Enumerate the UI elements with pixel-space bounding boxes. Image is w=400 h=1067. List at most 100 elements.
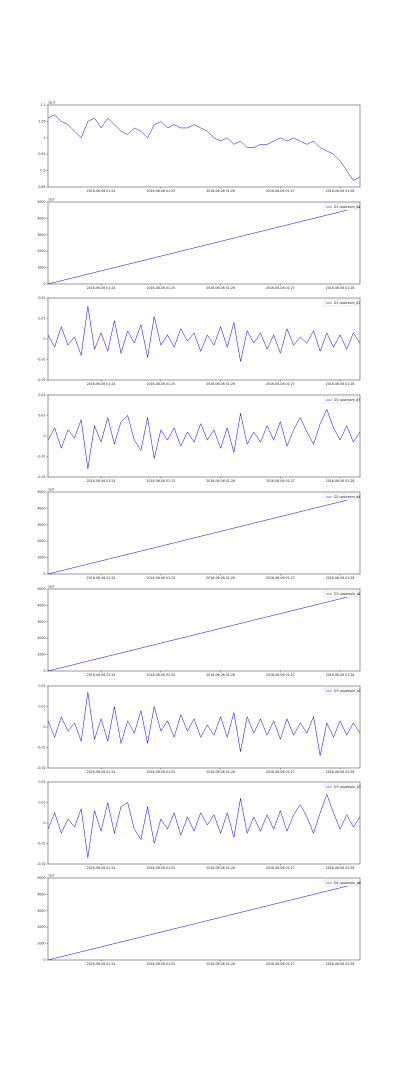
y-tick-label: 0.01	[38, 705, 45, 709]
x-tick-label: 2016-06-06 01:24	[87, 576, 116, 580]
x-tick-label: 2016-06-06 01:26	[206, 286, 235, 290]
x-tick-label: 2016-06-06 01:25	[146, 576, 175, 580]
y-tick-label: 5000	[37, 490, 45, 494]
x-tick-label: 2016-06-06 01:24	[87, 479, 116, 483]
series-line	[47, 882, 361, 961]
x-tick-label: 2016-06-06 01:25	[146, 382, 175, 386]
x-tick-label: 2016-06-06 01:24	[87, 286, 116, 290]
x-tick-label: 2016-06-06 01:25	[146, 962, 175, 966]
x-tick-label: 2016-06-06 01:25	[146, 286, 175, 290]
y-tick-label: 1.05	[38, 119, 45, 123]
x-tick-label: 2016-06-06 01:28	[326, 479, 355, 483]
legend-box	[323, 396, 359, 404]
x-tick-label: 2016-06-06 01:27	[266, 479, 295, 483]
y-tick-label: 0	[43, 282, 45, 286]
x-tick-label: 2016-06-06 01:26	[206, 962, 235, 966]
y-tick-label: 0.9	[40, 169, 45, 173]
legend-label: D1 upstream_d1	[334, 205, 360, 209]
y-tick-label: 2000	[37, 539, 45, 543]
y-tick-label: 3000	[37, 620, 45, 624]
series-line	[47, 206, 361, 285]
legend-label: D1 upstream_d2	[334, 301, 360, 305]
y-tick-label: -0.01	[37, 358, 45, 362]
y-tick-label: -0.02	[37, 378, 45, 382]
legend-label: D4 upsample_d4	[334, 881, 361, 885]
plot-frame	[47, 201, 361, 285]
legend-box	[323, 203, 359, 211]
y-tick-label: 1000	[37, 266, 45, 270]
y-tick-label: 0	[43, 337, 45, 341]
y-tick-label: 3000	[37, 523, 45, 527]
legend-box	[323, 783, 359, 791]
x-tick-label: 2016-06-06 01:24	[87, 962, 116, 966]
series-line	[47, 306, 361, 362]
offset-text: 1e3	[48, 488, 54, 492]
x-tick-label: 2016-06-06 01:24	[87, 770, 116, 774]
y-tick-label: 0.85	[38, 185, 45, 189]
x-tick-label: 2016-06-06 01:24	[87, 382, 116, 386]
x-tick-label: 2016-06-06 01:28	[326, 286, 355, 290]
y-tick-label: 0	[43, 572, 45, 576]
series-line	[47, 593, 361, 672]
legend-box	[323, 879, 359, 887]
legend-box	[323, 590, 359, 598]
plot-frame	[47, 685, 361, 769]
y-tick-label: -0.01	[37, 455, 45, 459]
x-tick-label: 2016-06-06 01:27	[266, 382, 295, 386]
y-tick-label: 0	[43, 434, 45, 438]
legend-label: D3 upsample_d2	[334, 689, 361, 693]
x-tick-label: 2016-06-06 01:27	[266, 866, 295, 870]
x-tick-label: 2016-06-06 01:28	[326, 576, 355, 580]
y-tick-label: 0.01	[38, 801, 45, 805]
y-tick-label: 2000	[37, 636, 45, 640]
x-tick-label: 2016-06-06 01:25	[146, 866, 175, 870]
plot-frame	[47, 104, 361, 188]
y-tick-label: 2000	[37, 249, 45, 253]
x-tick-label: 2016-06-06 01:27	[266, 770, 295, 774]
x-tick-label: 2016-06-06 01:28	[326, 382, 355, 386]
y-tick-label: -0.01	[37, 842, 45, 846]
x-tick-label: 2016-06-06 01:26	[206, 673, 235, 677]
y-tick-label: 0.02	[38, 393, 45, 397]
plot-frame	[47, 781, 361, 865]
x-tick-label: 2016-06-06 01:24	[87, 866, 116, 870]
y-tick-label: 5000	[37, 587, 45, 591]
series-line	[47, 793, 361, 858]
legend-label: D3 upsample_d1	[334, 592, 361, 596]
y-tick-label: 0	[43, 821, 45, 825]
x-tick-label: 2016-06-06 01:24	[87, 189, 116, 193]
offset-text: 1e3	[48, 874, 54, 878]
x-tick-label: 2016-06-06 01:27	[266, 673, 295, 677]
y-tick-label: -0.02	[37, 475, 45, 479]
offset-text: 1e3	[48, 585, 54, 589]
y-tick-label: 1.1	[40, 103, 45, 107]
x-tick-label: 2016-06-06 01:27	[266, 576, 295, 580]
x-tick-label: 2016-06-06 01:28	[326, 673, 355, 677]
series-line	[47, 114, 361, 181]
plot-frame	[47, 491, 361, 575]
legend-label: D3 upsample_d3	[334, 785, 361, 789]
y-tick-label: 3000	[37, 909, 45, 913]
y-tick-label: 4000	[37, 892, 45, 896]
x-tick-label: 2016-06-06 01:28	[326, 770, 355, 774]
y-tick-label: 0.02	[38, 296, 45, 300]
x-tick-label: 2016-06-06 01:26	[206, 770, 235, 774]
plot-frame	[47, 588, 361, 672]
offset-text: 1e-3	[48, 101, 55, 105]
y-tick-label: 3000	[37, 233, 45, 237]
x-tick-label: 2016-06-06 01:25	[146, 770, 175, 774]
x-tick-label: 2016-06-06 01:26	[206, 382, 235, 386]
series-line	[47, 692, 361, 756]
x-tick-label: 2016-06-06 01:24	[87, 673, 116, 677]
plot-frame	[47, 877, 361, 961]
y-tick-label: 0.95	[38, 152, 45, 156]
y-tick-label: 4000	[37, 603, 45, 607]
x-tick-label: 2016-06-06 01:28	[326, 962, 355, 966]
y-tick-label: 1000	[37, 942, 45, 946]
y-tick-label: 0	[43, 725, 45, 729]
y-tick-label: -0.02	[37, 766, 45, 770]
y-tick-label: -0.01	[37, 746, 45, 750]
x-tick-label: 2016-06-06 01:25	[146, 189, 175, 193]
x-tick-label: 2016-06-06 01:25	[146, 673, 175, 677]
